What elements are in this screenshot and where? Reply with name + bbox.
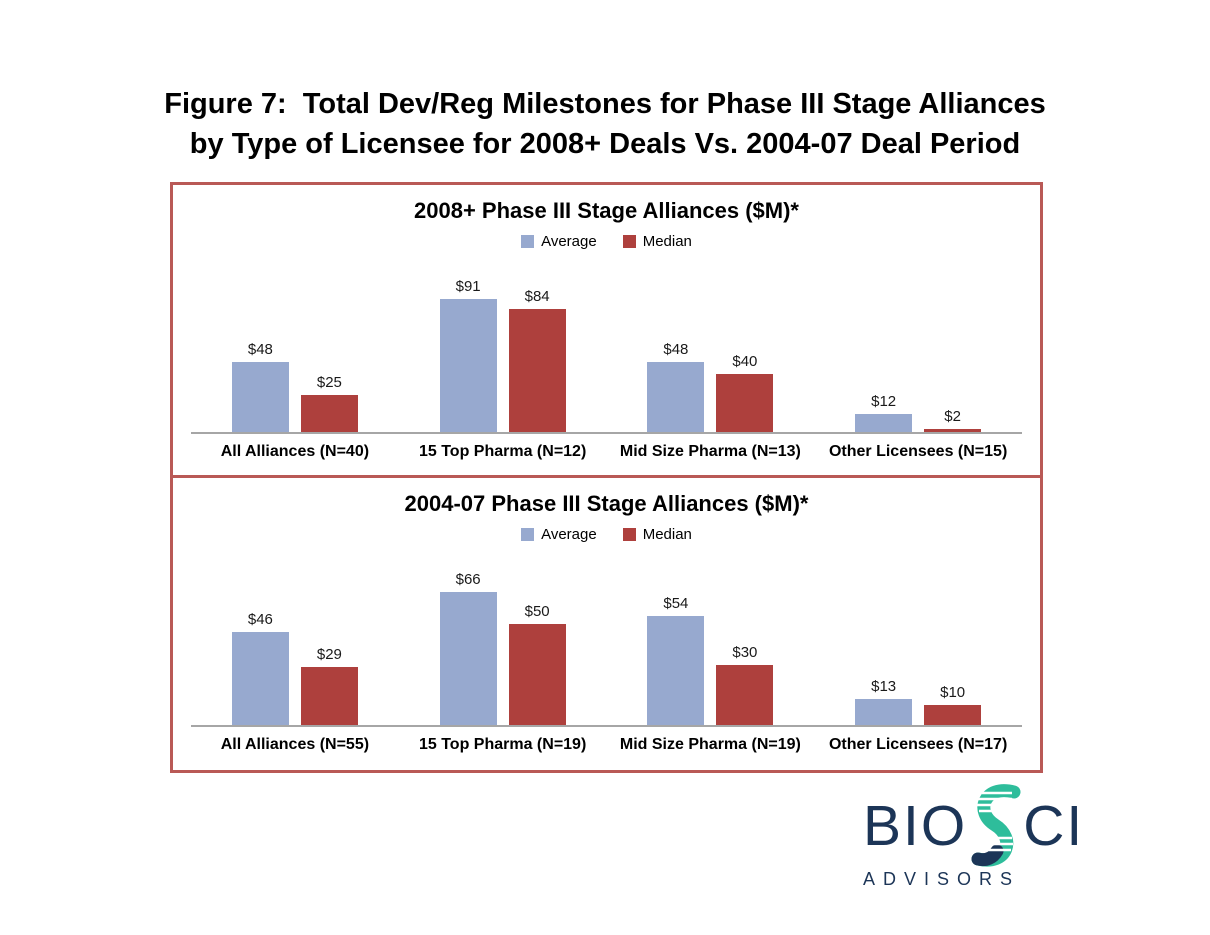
bar-col: $46 [231,611,289,725]
bar-value-label: $54 [663,595,689,612]
legend-median-swatch-icon [622,235,636,248]
bar-median [716,665,774,725]
biosci-advisors-logo: BIO CI ADVISORS [863,784,1133,890]
bar-value-label: $30 [732,644,758,661]
category-axis: All Alliances (N=55) 15 Top Pharma (N=19… [191,727,1022,754]
bar-group-all-alliances: $48 $25 [191,341,399,432]
figure-title-line2: by Type of Licensee for 2008+ Deals Vs. … [189,128,1021,160]
legend-item-median: Median [622,526,692,543]
bar-col: $50 [508,603,566,725]
bar-median [924,429,982,432]
bar-median [508,309,566,432]
bar-value-label: $48 [663,341,689,358]
legend-median-swatch-icon [622,528,636,541]
bar-group-top-pharma: $66 $50 [399,571,607,725]
bar-col: $29 [300,646,358,725]
bar-col: $54 [647,595,705,725]
figure-title-line1: Figure 7: Total Dev/Reg Milestones for P… [164,88,1046,120]
chart-legend: Average Median [173,233,1040,250]
bar-value-label: $84 [524,288,550,305]
bar-median [508,624,566,725]
bar-col: $91 [439,278,497,432]
bar-col: $48 [647,341,705,432]
bar-group-other-licensees: $12 $2 [814,393,1022,432]
logo-text-bio: BIO [863,793,968,858]
bar-value-label: $91 [455,278,481,295]
dna-helix-icon [971,784,1021,867]
logo-wordmark: BIO CI [863,784,1133,867]
bar-value-label: $13 [871,678,897,695]
legend-average-label: Average [541,526,597,543]
bar-average [439,592,497,725]
chart-title: 2004-07 Phase III Stage Alliances ($M)* [404,491,809,516]
bar-group-all-alliances: $46 $29 [191,611,399,725]
bar-col: $25 [300,374,358,432]
category-axis: All Alliances (N=40) 15 Top Pharma (N=12… [191,434,1022,461]
bar-group-mid-size-pharma: $54 $30 [607,595,815,725]
bar-value-label: $10 [940,684,966,701]
bar-average [231,632,289,725]
bar-value-label: $25 [316,374,342,391]
bar-median [924,705,982,725]
chart-panel-2008plus: 2008+ Phase III Stage Alliances ($M)* Av… [170,182,1043,478]
bar-group-other-licensees: $13 $10 [814,678,1022,725]
bar-average [855,699,913,725]
bar-group-top-pharma: $91 $84 [399,278,607,432]
logo-text-ci: CI [1023,793,1085,858]
legend-item-average: Average [521,233,597,250]
bar-value-label: $29 [316,646,342,663]
bar-median [716,374,774,432]
category-label: Mid Size Pharma (N=19) [619,736,801,753]
plot-area: $48 $25 $91 $84 [191,250,1022,434]
category-label: All Alliances (N=40) [220,443,370,460]
bar-col: $10 [924,684,982,725]
bar-average [439,299,497,432]
bar-average [855,414,913,432]
bar-value-label: $12 [871,393,897,410]
category-label: Other Licensees (N=17) [828,736,1008,753]
bar-value-label: $46 [247,611,273,628]
bar-col: $84 [508,288,566,432]
category-label: Mid Size Pharma (N=13) [619,443,801,460]
bar-value-label: $48 [247,341,273,358]
chart-title: 2008+ Phase III Stage Alliances ($M)* [414,198,799,223]
bar-value-label: $40 [732,353,758,370]
bar-col: $2 [924,408,982,432]
category-label: 15 Top Pharma (N=19) [418,736,587,753]
legend-median-label: Median [642,233,692,250]
bar-median [300,667,358,725]
chart-legend: Average Median [173,526,1040,543]
bar-group-mid-size-pharma: $48 $40 [607,341,815,432]
logo-subtext: ADVISORS [863,869,1021,889]
legend-average-swatch-icon [521,235,535,248]
legend-median-label: Median [642,526,692,543]
bar-average [647,362,705,432]
bar-col: $13 [855,678,913,725]
bar-col: $66 [439,571,497,725]
chart-panel-2004-07: 2004-07 Phase III Stage Alliances ($M)* … [170,475,1043,773]
bar-average [647,616,705,725]
category-label: 15 Top Pharma (N=12) [418,443,587,460]
bar-value-label: $2 [944,408,961,425]
legend-average-label: Average [541,233,597,250]
bar-col: $40 [716,353,774,432]
legend-average-swatch-icon [521,528,535,541]
category-label: Other Licensees (N=15) [828,443,1008,460]
plot-area: $46 $29 $66 $50 [191,543,1022,727]
bar-value-label: $50 [524,603,550,620]
figure-title: Figure 7: Total Dev/Reg Milestones for P… [0,84,1210,164]
bar-col: $48 [231,341,289,432]
category-label: All Alliances (N=55) [220,736,370,753]
bar-col: $30 [716,644,774,725]
chart-panels: 2008+ Phase III Stage Alliances ($M)* Av… [170,182,1043,773]
bar-average [231,362,289,432]
bar-median [300,395,358,432]
bar-value-label: $66 [455,571,481,588]
bar-col: $12 [855,393,913,432]
legend-item-average: Average [521,526,597,543]
legend-item-median: Median [622,233,692,250]
